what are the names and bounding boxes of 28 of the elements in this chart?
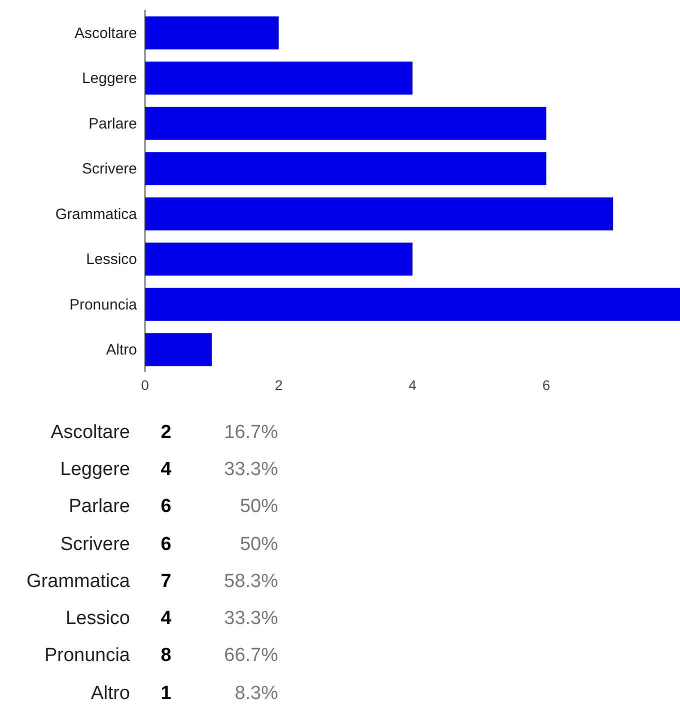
x-tick-label: 4 [408,376,417,393]
y-tick-label: Pronuncia [69,296,138,314]
text: 16.7% [223,422,278,444]
text: 6 [160,534,172,556]
text: 2 [160,422,172,444]
text: 8.3% [234,682,278,704]
text: 8 [160,645,172,668]
text: 4 [160,458,172,481]
y-tick-label: Altro [106,342,137,359]
y-tick-label: Lessico [86,251,137,268]
text: 33.3% [223,608,278,630]
text: 33.3% [223,458,278,481]
text: 66.7% [223,645,278,668]
x-tick-label: 2 [274,376,283,393]
y-tick-label: Leggere [82,70,137,88]
x-tick-label: 0 [141,376,150,393]
text: 4 [160,608,172,630]
y-tick-label: Grammatica [55,206,138,223]
text: 6 [160,496,172,518]
y-tick-label: Ascoltare [74,24,137,42]
y-tick-label: Parlare [88,115,137,132]
text: 50% [238,534,278,556]
x-tick-label: 6 [542,376,550,393]
text: 1 [160,682,172,704]
text: 58.3% [223,570,278,593]
text: 50% [238,496,278,518]
y-tick-label: Scrivere [82,160,137,178]
text: 7 [160,570,172,593]
